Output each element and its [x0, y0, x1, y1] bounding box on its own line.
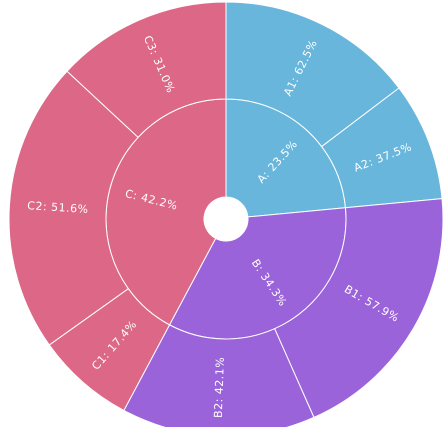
- segment-label: C2: 51.6%: [27, 199, 89, 216]
- outer-segment: [66, 1, 227, 139]
- outer-segment: [273, 198, 443, 419]
- outer-segment: [123, 324, 315, 431]
- outer-segment: [8, 70, 139, 346]
- segment-label: B2: 42.1%: [212, 357, 227, 419]
